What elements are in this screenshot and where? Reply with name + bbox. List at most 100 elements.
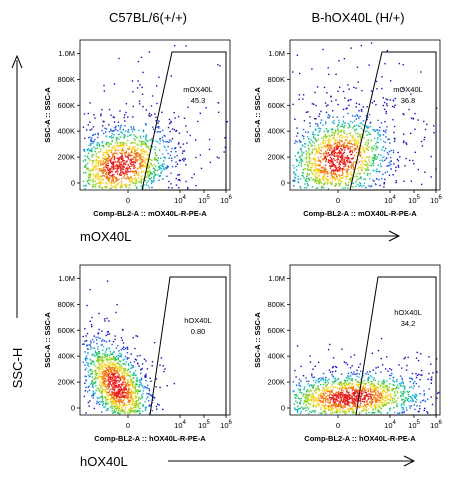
y-tick-label: 400K [267, 127, 285, 136]
event-point [136, 87, 139, 89]
event-point [306, 175, 308, 177]
event-point [383, 108, 386, 111]
event-point [402, 113, 404, 115]
event-point [321, 185, 323, 187]
event-point [335, 397, 337, 400]
event-point [307, 131, 309, 133]
event-point [330, 174, 333, 176]
event-point [119, 165, 121, 167]
event-point [150, 172, 152, 174]
event-point [334, 178, 336, 180]
event-point [359, 115, 361, 118]
event-point [110, 393, 113, 396]
event-point [114, 382, 117, 385]
event-point [310, 177, 312, 179]
event-point [113, 168, 115, 170]
event-point [410, 386, 412, 388]
event-point [412, 382, 415, 385]
event-point [135, 394, 137, 397]
event-point [90, 342, 92, 344]
event-point [114, 358, 116, 360]
event-point [116, 183, 119, 185]
event-point [342, 163, 344, 165]
event-point [335, 366, 338, 368]
event-point [335, 178, 338, 180]
event-point [112, 136, 114, 139]
event-point [357, 386, 359, 388]
event-point [329, 408, 331, 410]
event-point [344, 136, 347, 138]
event-point [387, 398, 389, 400]
event-point [349, 397, 352, 400]
event-point [395, 380, 398, 383]
event-point [351, 379, 354, 382]
event-point [166, 166, 168, 169]
event-point [343, 379, 346, 381]
event-point [354, 398, 356, 401]
event-point [328, 144, 330, 147]
event-point [355, 185, 357, 187]
event-point [89, 362, 92, 364]
event-point [351, 151, 354, 153]
event-point [111, 149, 113, 151]
event-point [120, 394, 122, 396]
event-point [341, 174, 343, 177]
event-point [362, 120, 365, 122]
event-point [120, 180, 123, 183]
event-point [375, 406, 377, 408]
event-point [336, 411, 339, 414]
event-point [328, 394, 330, 397]
event-point [88, 183, 91, 185]
event-point [347, 395, 349, 397]
event-point [418, 410, 420, 413]
event-point [341, 148, 343, 150]
event-point [338, 185, 341, 187]
event-point [111, 133, 113, 135]
event-point [95, 374, 98, 376]
event-point [99, 169, 101, 172]
event-point [363, 150, 366, 153]
event-point [101, 358, 103, 360]
event-point [119, 170, 122, 172]
event-point [117, 406, 119, 408]
event-point [312, 169, 315, 171]
event-point [132, 401, 134, 403]
event-point [306, 180, 308, 182]
event-point [333, 152, 336, 155]
event-point [350, 397, 352, 399]
event-point [364, 406, 366, 409]
event-point [385, 110, 387, 113]
event-point [133, 134, 135, 136]
event-point [103, 132, 105, 135]
event-point [302, 407, 304, 409]
event-point [111, 147, 113, 150]
event-point [122, 383, 124, 385]
event-point [369, 126, 371, 128]
event-point [378, 129, 381, 132]
event-point [337, 169, 340, 172]
event-point [365, 168, 368, 170]
event-point [104, 384, 107, 386]
event-point [142, 405, 144, 408]
event-point [150, 138, 153, 140]
event-point [355, 389, 358, 392]
event-point [324, 405, 326, 408]
event-point [129, 160, 132, 162]
event-point [299, 412, 302, 414]
event-point [142, 105, 144, 108]
event-point [328, 142, 330, 145]
event-point [131, 364, 133, 366]
event-point [351, 389, 354, 392]
event-point [383, 150, 386, 152]
event-point [123, 381, 125, 383]
event-point [86, 156, 89, 158]
event-point [197, 120, 199, 123]
event-point [108, 178, 110, 181]
event-point [312, 164, 314, 167]
event-point [123, 358, 126, 360]
event-point [322, 401, 324, 403]
event-point [402, 381, 404, 383]
event-point [120, 156, 122, 158]
y-tick-label: 600K [57, 101, 75, 110]
event-point [336, 152, 338, 155]
